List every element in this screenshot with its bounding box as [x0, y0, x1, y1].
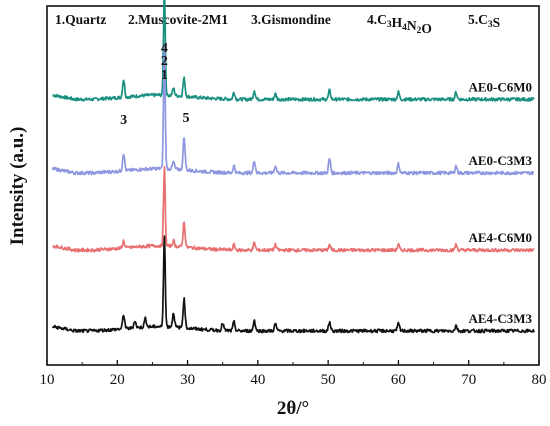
- legend-text-part: 5.C: [468, 12, 488, 27]
- series-line-AE4-C3M3: [51, 235, 535, 334]
- peak-labels: 421 3 5: [120, 41, 189, 128]
- peak-label-5: 5: [183, 111, 190, 126]
- legend-entry-2: 2.Muscovite-2M1: [128, 12, 228, 27]
- legend-subscript: 2: [417, 26, 422, 36]
- x-tick-label: 80: [532, 372, 547, 388]
- phase-legend: 1.Quartz 2.Muscovite-2M1 3.Gismondine 4.C3H…: [55, 12, 500, 36]
- x-tick-label: 50: [321, 372, 336, 388]
- x-axis-ticks: 10 20 30 40 50 60 70 80: [40, 360, 547, 388]
- series-label: AE0-C3M3: [468, 153, 532, 168]
- series-label: AE4-C6M0: [468, 230, 532, 245]
- y-axis-label: Intensity (a.u.): [7, 127, 28, 246]
- x-tick-label: 20: [110, 372, 125, 388]
- legend-text-part: 2.Muscovite-2M1: [128, 12, 228, 27]
- series-line-AE4-C6M0: [52, 165, 535, 253]
- peak-label-1: 1: [161, 68, 168, 83]
- legend-text-part: 3.Gismondine: [251, 12, 331, 27]
- legend-entry-1: 1.Quartz: [55, 12, 106, 27]
- legend-subscript: 3: [387, 20, 392, 30]
- legend-entry-4: 4.C3H4N2O: [367, 12, 432, 36]
- legend-text-part: O: [421, 21, 432, 36]
- legend-text-part: 1.Quartz: [55, 12, 106, 27]
- legend-text-part: N: [407, 18, 417, 33]
- x-tick-label: 10: [40, 372, 55, 388]
- legend-entry-5: 5.C3S: [468, 12, 500, 30]
- series-line-AE0-C6M0: [52, 0, 535, 102]
- legend-text-part: H: [392, 15, 403, 30]
- series-line-AE0-C3M3: [51, 46, 535, 176]
- series-label: AE4-C3M3: [468, 311, 532, 326]
- legend-subscript: 4: [402, 23, 407, 33]
- legend-text-part: 4.C: [367, 12, 387, 27]
- legend-text-part: S: [493, 15, 501, 30]
- series-group: AE0-C6M0 AE0-C3M3 AE4-C6M0 AE4-C3M3: [51, 0, 535, 334]
- peak-label-2: 2: [161, 54, 168, 69]
- peak-label-3: 3: [120, 113, 127, 128]
- peak-label-4: 4: [161, 41, 168, 56]
- plot-frame: [46, 5, 540, 366]
- x-tick-label: 40: [250, 372, 265, 388]
- x-tick-label: 60: [391, 372, 406, 388]
- x-tick-label: 30: [180, 372, 195, 388]
- legend-subscript: 3: [488, 20, 493, 30]
- series-label: AE0-C6M0: [468, 79, 532, 94]
- x-axis-label: 2θ/°: [277, 398, 309, 419]
- x-tick-label: 70: [461, 372, 476, 388]
- legend-entry-3: 3.Gismondine: [251, 12, 331, 27]
